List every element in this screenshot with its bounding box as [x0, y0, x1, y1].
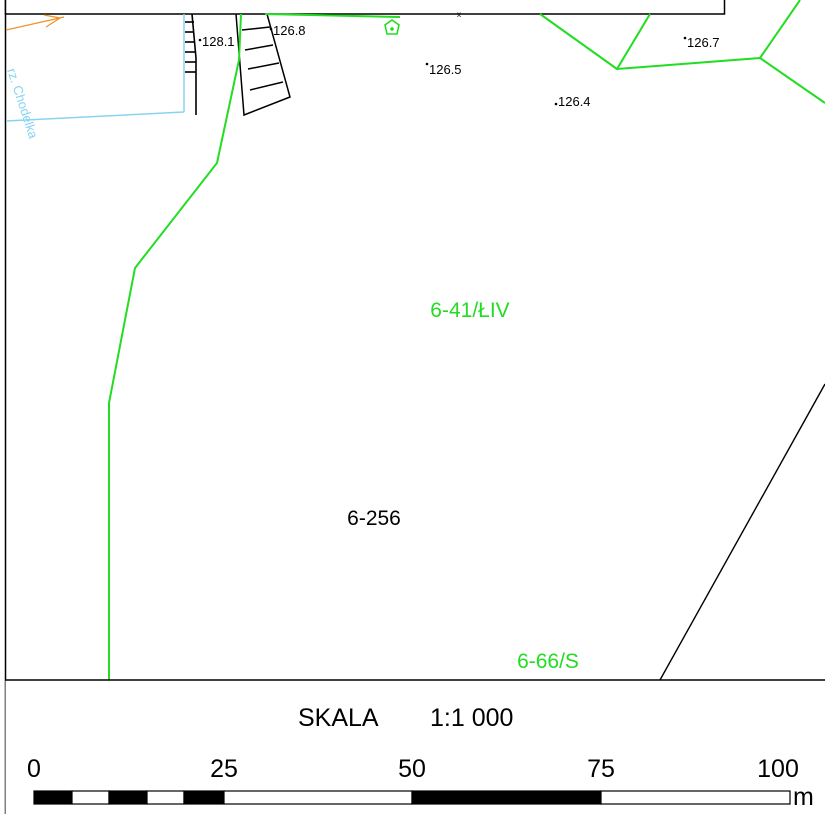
stream-line	[5, 14, 185, 122]
small-mark: x	[457, 10, 461, 19]
embankment-right	[235, 13, 291, 117]
scale-tick-label: 50	[398, 755, 426, 783]
land-use-boundaries	[108, 0, 825, 680]
top-inset-box	[4, 0, 726, 15]
scale-panel: SKALA 1:1 000 0 25 50 75 100 m	[5, 679, 825, 814]
elevation-point: 128.1	[202, 34, 235, 49]
elevation-point: 126.8	[273, 23, 306, 38]
road-arrow	[5, 14, 65, 31]
land-use-label-north: 6-41/ŁIV	[430, 299, 509, 322]
parcel-number-label: 6-256	[347, 507, 401, 530]
elevation-point: 126.4	[558, 94, 591, 109]
scale-bar	[33, 790, 791, 805]
scale-title: SKALA	[298, 704, 379, 732]
scale-tick-label: 25	[210, 755, 238, 783]
embankment-left	[185, 13, 197, 115]
elevation-point: 126.5	[429, 62, 462, 77]
scale-tick-label: 0	[27, 755, 41, 783]
parcel-boundary	[659, 383, 825, 681]
land-use-label-south: 6-66/S	[517, 650, 579, 673]
elevation-points: 128.1 126.8 126.5 126.7 126.4	[198, 23, 720, 109]
scale-unit: m	[793, 783, 814, 811]
scale-tick-label: 75	[587, 755, 615, 783]
elevation-point: 126.7	[687, 35, 720, 50]
scale-tick-label: 100	[757, 755, 799, 783]
well-symbol	[384, 19, 400, 35]
scale-ratio: 1:1 000	[430, 704, 513, 732]
